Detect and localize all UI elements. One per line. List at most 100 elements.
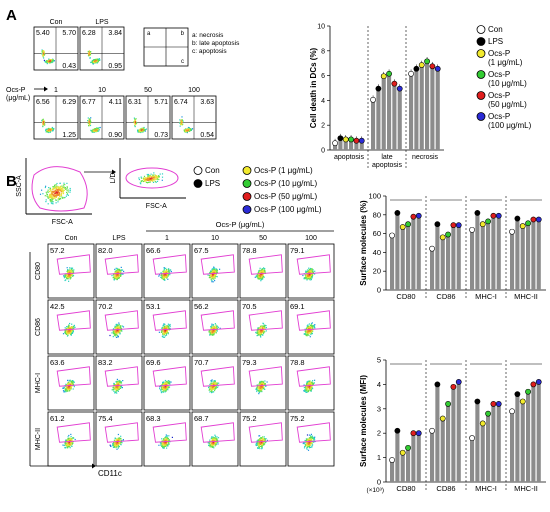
event-dot xyxy=(303,387,305,389)
event-dot xyxy=(260,386,262,389)
event-dot xyxy=(310,381,313,384)
event-dot xyxy=(42,125,44,127)
flow-plot: 68.3 xyxy=(143,411,191,467)
event-dot xyxy=(116,392,118,394)
event-dot xyxy=(62,444,64,446)
flow-plot: 78.8 xyxy=(287,355,335,411)
gate-percent: 78.8 xyxy=(242,246,257,255)
event-dot xyxy=(89,118,91,120)
event-dot xyxy=(117,383,119,385)
legend-label: (10 μg/mL) xyxy=(488,79,527,88)
event-dot xyxy=(90,117,92,119)
event-dot xyxy=(167,326,169,328)
event-dot xyxy=(116,275,118,277)
event-dot xyxy=(61,189,63,192)
event-dot xyxy=(210,330,212,332)
data-point xyxy=(348,136,354,143)
event-dot xyxy=(213,380,215,382)
density-cloud xyxy=(41,49,46,59)
flow-plot: 69.6 xyxy=(143,355,191,411)
event-dot xyxy=(306,387,308,389)
event-dot xyxy=(149,179,151,181)
event-dot xyxy=(66,327,68,330)
event-dot xyxy=(142,177,144,179)
event-dot xyxy=(305,333,307,335)
event-dot xyxy=(308,383,310,385)
ocs-unit-label: (μg/mL) xyxy=(6,95,30,102)
event-dot xyxy=(152,174,154,176)
event-dot xyxy=(215,271,218,273)
event-dot xyxy=(189,128,191,130)
event-dot xyxy=(94,60,96,62)
legend-label: LPS xyxy=(488,37,503,46)
event-dot xyxy=(67,382,69,384)
event-dot xyxy=(210,271,212,273)
event-dot xyxy=(257,331,259,333)
event-dot xyxy=(309,274,311,276)
event-dot xyxy=(118,441,120,443)
event-dot xyxy=(165,385,167,387)
event-dot xyxy=(94,130,96,132)
event-dot xyxy=(116,278,118,280)
event-dot xyxy=(261,276,263,278)
event-dot xyxy=(48,187,50,189)
event-dot xyxy=(59,195,61,197)
event-dot xyxy=(142,180,145,183)
event-dot xyxy=(308,326,310,328)
quadrant-value-a: 5.40 xyxy=(36,30,50,37)
event-dot xyxy=(307,327,310,329)
event-dot xyxy=(216,325,218,327)
event-dot xyxy=(121,330,123,332)
data-point xyxy=(434,65,441,72)
event-dot xyxy=(213,278,215,280)
event-dot xyxy=(260,336,262,338)
event-dot xyxy=(145,181,147,183)
event-dot xyxy=(141,128,143,130)
event-dot xyxy=(263,332,265,334)
event-dot xyxy=(50,60,52,62)
event-dot xyxy=(88,125,90,127)
event-dot xyxy=(54,191,56,193)
event-dot xyxy=(118,277,120,279)
event-dot xyxy=(166,384,168,386)
event-dot xyxy=(162,336,164,338)
event-dot xyxy=(44,123,46,125)
event-dot xyxy=(42,52,44,54)
event-dot xyxy=(65,330,68,332)
event-dot xyxy=(213,266,215,268)
event-dot xyxy=(158,331,160,333)
event-dot xyxy=(260,331,263,333)
event-dot xyxy=(213,330,216,333)
event-dot xyxy=(309,276,311,279)
event-dot xyxy=(142,129,144,132)
event-dot xyxy=(264,388,266,390)
event-dot xyxy=(167,389,169,391)
event-dot xyxy=(70,387,72,389)
gate-y-label: L/D xyxy=(110,173,117,184)
event-dot xyxy=(59,194,61,196)
gate-outline xyxy=(248,310,283,331)
event-dot xyxy=(148,173,150,176)
quadrant-value-b: 4.11 xyxy=(109,99,122,106)
event-dot xyxy=(72,388,74,390)
event-dot xyxy=(180,122,182,124)
event-dot xyxy=(66,330,68,332)
event-dot xyxy=(208,331,210,333)
event-dot xyxy=(117,273,119,275)
event-dot xyxy=(179,119,181,121)
event-dot xyxy=(41,51,43,53)
event-dot xyxy=(87,50,89,53)
event-dot xyxy=(119,442,121,445)
flow-plot: 67.5 xyxy=(191,243,239,299)
event-dot xyxy=(307,380,309,382)
event-dot xyxy=(115,391,117,393)
event-dot xyxy=(48,197,50,199)
event-dot xyxy=(88,51,90,54)
event-dot xyxy=(49,200,51,202)
event-dot xyxy=(69,440,71,442)
event-dot xyxy=(165,386,167,388)
data-point xyxy=(386,70,392,77)
event-dot xyxy=(116,445,118,447)
event-dot xyxy=(46,128,48,130)
event-dot xyxy=(114,384,116,386)
